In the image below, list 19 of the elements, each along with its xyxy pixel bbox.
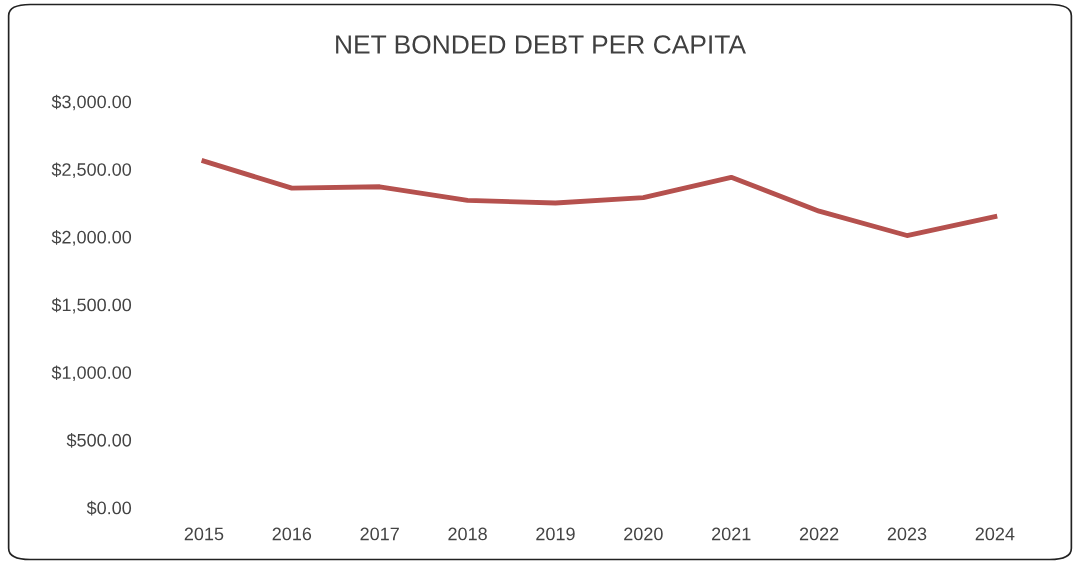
x-tick-label: 2019: [536, 527, 575, 541]
chart-title: NET BONDED DEBT PER CAPITA: [336, 35, 746, 54]
y-tick-label: $0.00: [86, 500, 132, 516]
y-tick-label: $1,500.00: [51, 297, 132, 314]
x-tick-label: 2022: [799, 527, 839, 541]
x-tick-label: 2024: [975, 527, 1015, 541]
x-tick-label: 2018: [448, 527, 487, 541]
x-tick-label: 2023: [887, 527, 927, 541]
y-tick-label: $3,000.00: [51, 94, 132, 111]
x-tick-label: 2015: [184, 527, 224, 541]
x-tick-label: 2021: [712, 527, 751, 541]
line-series: [201, 158, 998, 238]
x-tick-label: 2020: [624, 527, 663, 541]
y-tick-label: $2,000.00: [51, 230, 132, 246]
y-tick-label: $2,500.00: [51, 162, 132, 179]
y-tick-label: $1,000.00: [51, 365, 132, 382]
x-tick-label: 2017: [360, 527, 399, 541]
x-tick-label: 2016: [272, 527, 312, 541]
y-tick-label: $500.00: [66, 433, 132, 448]
